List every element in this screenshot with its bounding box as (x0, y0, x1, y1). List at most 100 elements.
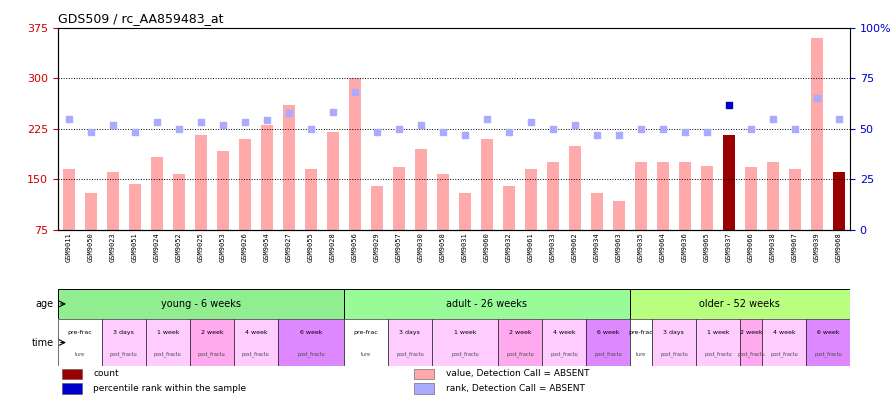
Text: 6 week: 6 week (596, 329, 619, 335)
Text: GSM9065: GSM9065 (704, 232, 710, 263)
Text: GSM9025: GSM9025 (198, 232, 204, 263)
Text: GSM9026: GSM9026 (242, 232, 248, 263)
Text: time: time (31, 337, 53, 348)
Point (457, 132, 472, 139)
Text: post_fractu: post_fractu (770, 352, 797, 357)
Text: count: count (93, 369, 119, 378)
Text: GSM9067: GSM9067 (792, 232, 798, 263)
Point (282, 110, 296, 116)
Text: ture: ture (75, 352, 85, 357)
Bar (635, 162, 647, 230)
Text: post_fractu: post_fractu (451, 352, 479, 357)
Bar (789, 169, 801, 230)
Text: GSM9061: GSM9061 (528, 232, 534, 263)
Bar (740, 319, 762, 366)
Bar (414, 383, 434, 394)
Text: GSM9037: GSM9037 (726, 232, 732, 263)
Bar (195, 135, 206, 230)
Bar (150, 157, 163, 230)
Text: post_fractu: post_fractu (154, 352, 182, 357)
Text: GSM9062: GSM9062 (572, 232, 578, 263)
Bar (542, 319, 586, 366)
Text: rank, Detection Call = ABSENT: rank, Detection Call = ABSENT (446, 384, 585, 393)
Bar (283, 105, 295, 230)
Text: pre-frac: pre-frac (628, 329, 653, 335)
Text: 2 week: 2 week (200, 329, 223, 335)
Text: GDS509 / rc_AA859483_at: GDS509 / rc_AA859483_at (58, 12, 223, 25)
Text: GSM9052: GSM9052 (176, 232, 182, 263)
Point (722, 102, 736, 108)
Bar (278, 319, 344, 366)
Bar (107, 172, 119, 230)
Point (106, 122, 120, 128)
Text: post_fractu: post_fractu (737, 352, 765, 357)
Text: GSM9060: GSM9060 (484, 232, 490, 263)
Point (765, 115, 780, 122)
Text: GSM9023: GSM9023 (109, 232, 116, 263)
Text: age: age (36, 299, 53, 309)
Point (590, 132, 604, 139)
Bar (415, 149, 427, 230)
Point (611, 132, 626, 139)
Text: GSM9058: GSM9058 (440, 232, 446, 263)
Text: GSM9024: GSM9024 (154, 232, 160, 263)
Text: post_fractu: post_fractu (814, 352, 842, 357)
Bar (58, 289, 344, 319)
Bar (392, 167, 405, 230)
Text: GSM9050: GSM9050 (88, 232, 93, 263)
Point (172, 126, 186, 132)
Point (502, 129, 516, 135)
Text: 1 week: 1 week (157, 329, 179, 335)
Point (326, 109, 340, 115)
Point (128, 129, 142, 135)
Bar (503, 186, 515, 230)
Text: GSM9027: GSM9027 (286, 232, 292, 263)
Point (656, 126, 670, 132)
Bar (651, 319, 696, 366)
Text: post_fractu: post_fractu (297, 352, 325, 357)
Bar (525, 169, 537, 230)
Point (480, 115, 494, 122)
Bar (806, 319, 850, 366)
Bar (630, 289, 850, 319)
Text: young - 6 weeks: young - 6 weeks (161, 299, 241, 309)
Bar (129, 184, 141, 230)
Point (260, 117, 274, 123)
Bar (61, 369, 82, 379)
Text: pre-frac: pre-frac (68, 329, 93, 335)
Text: GSM9029: GSM9029 (374, 232, 380, 263)
Text: GSM9033: GSM9033 (550, 232, 556, 263)
Text: GSM9028: GSM9028 (330, 232, 336, 263)
Point (194, 119, 208, 125)
Bar (217, 151, 229, 230)
Bar (745, 167, 757, 230)
Text: pre-frac: pre-frac (353, 329, 378, 335)
Bar (371, 186, 383, 230)
Bar (58, 319, 101, 366)
Text: 2 week: 2 week (508, 329, 531, 335)
Point (678, 129, 692, 135)
Point (61, 115, 76, 122)
Bar (234, 319, 278, 366)
Text: GSM9031: GSM9031 (462, 232, 468, 263)
Text: GSM9011: GSM9011 (66, 232, 72, 263)
Bar (481, 139, 493, 230)
Text: GSM9055: GSM9055 (308, 232, 314, 263)
Text: GSM9066: GSM9066 (748, 232, 754, 263)
Point (568, 122, 582, 128)
Bar (679, 162, 691, 230)
Bar (414, 369, 434, 379)
Point (832, 115, 846, 122)
Point (810, 95, 824, 101)
Bar (437, 175, 449, 230)
Bar (173, 175, 185, 230)
Text: GSM9039: GSM9039 (814, 232, 820, 263)
Text: GSM9036: GSM9036 (682, 232, 688, 263)
Bar (146, 319, 190, 366)
Bar (613, 201, 625, 230)
Text: post_fractu: post_fractu (594, 352, 622, 357)
Point (150, 119, 164, 125)
Point (238, 119, 252, 125)
Bar (344, 289, 630, 319)
Text: 1 week: 1 week (707, 329, 729, 335)
